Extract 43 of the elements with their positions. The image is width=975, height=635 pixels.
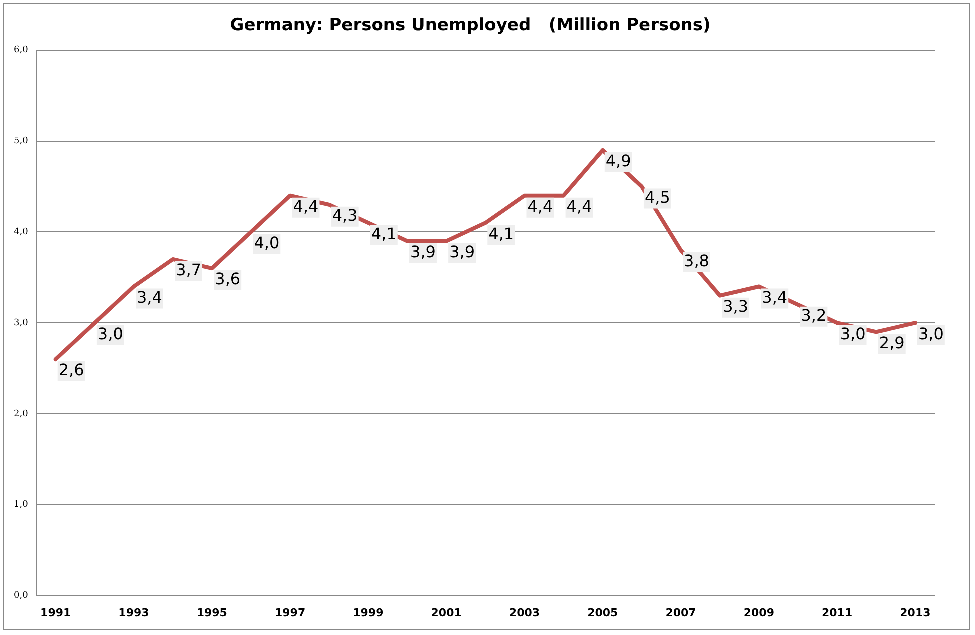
x-tick-label: 1997 [274,606,306,620]
data-label: 3,8 [684,252,710,271]
y-tick-label: 4,0 [14,228,29,238]
x-tick-label: 1995 [196,606,228,620]
data-label: 3,7 [176,260,202,280]
x-tick-label: 2009 [744,606,774,620]
data-label: 2,6 [58,360,84,380]
y-tick-label: 2,0 [14,409,29,420]
data-label: 4,0 [254,233,280,252]
data-label: 4,1 [371,224,397,244]
x-tick-label: 1999 [353,606,384,620]
data-label: 2,9 [879,333,905,352]
data-label: 4,4 [528,196,554,216]
data-label: 4,4 [566,196,592,216]
data-label: 4,9 [606,152,632,171]
data-label: 3,4 [136,288,162,307]
x-tick-label: 2003 [509,606,540,620]
data-label: 3,3 [723,296,749,316]
y-tick-label: 6,0 [14,46,29,56]
chart-title: Germany: Persons Unemployed (Million Persons) [230,16,711,36]
x-tick-label: 2005 [588,606,618,620]
data-label: 3,9 [450,242,476,262]
x-tick-label: 2007 [666,606,696,620]
y-tick-label: 5,0 [14,136,29,147]
data-label: 3,2 [801,306,827,326]
x-tick-label: 1991 [40,606,72,620]
data-label: 3,0 [918,324,944,344]
x-tick-label: 1993 [118,606,150,620]
x-tick-label: 2011 [822,606,853,620]
x-tick-label: 2001 [431,606,462,620]
y-tick-label: 1,0 [14,500,29,510]
data-label: 4,3 [332,206,358,226]
data-label: 4,1 [488,224,514,244]
y-tick-label: 3,0 [14,318,29,328]
data-label: 3,9 [410,242,436,262]
data-label: 3,0 [840,324,866,344]
x-tick-label: 2013 [900,606,931,620]
data-label: 4,5 [644,188,670,207]
data-label: 3,6 [215,270,241,289]
data-label: 3,4 [762,288,788,307]
data-label: 4,4 [293,196,319,216]
y-tick-label: 0,0 [14,591,29,602]
data-label: 3,0 [98,324,124,344]
